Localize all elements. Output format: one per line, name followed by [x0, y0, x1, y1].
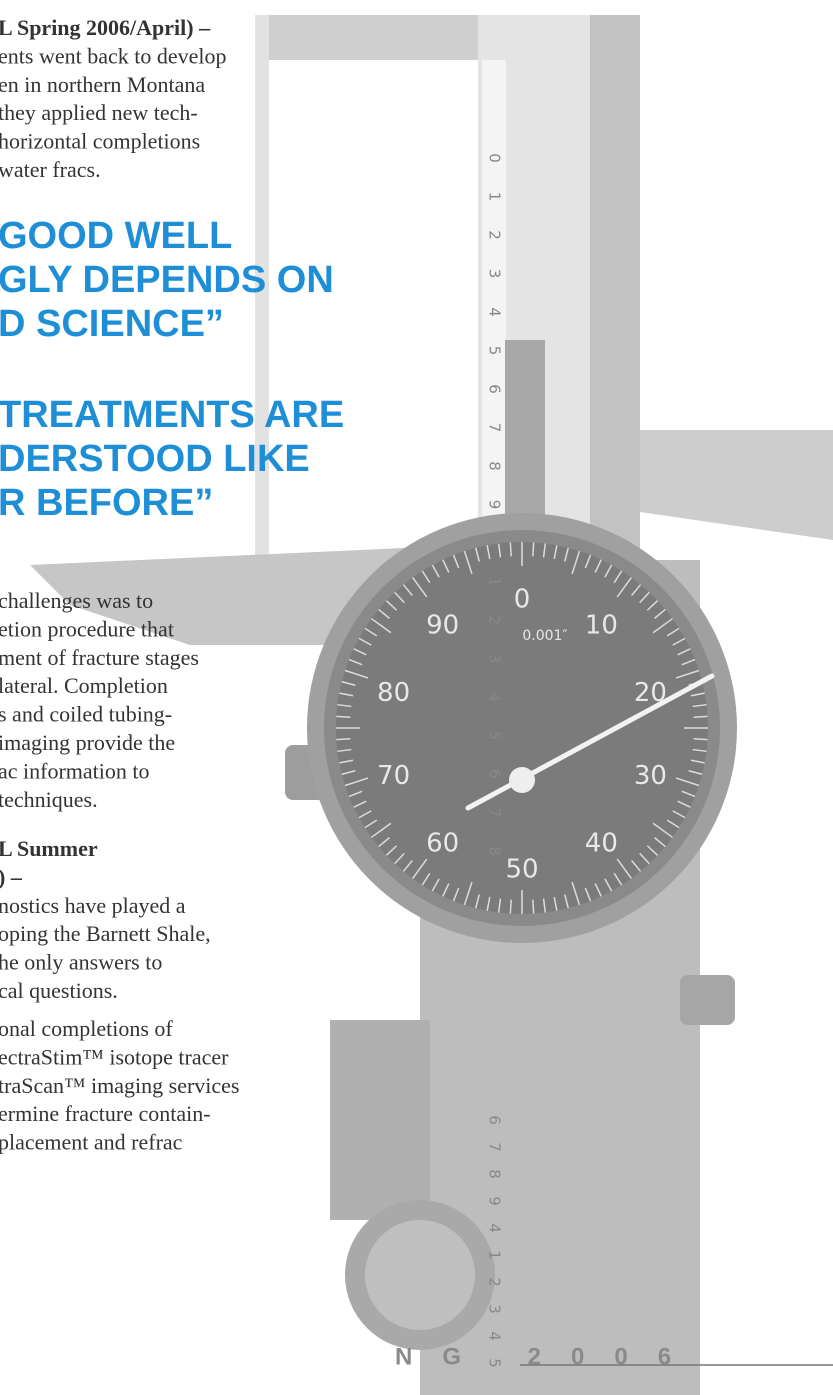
- body-line: imaging provide the: [0, 730, 175, 755]
- pull-quote-line: DERSTOOD LIKE: [0, 438, 310, 480]
- dial-number: 70: [377, 761, 410, 791]
- ruler-digit: 3: [486, 1304, 504, 1314]
- dial-number: 30: [634, 761, 667, 791]
- body-line: he only answers to: [0, 950, 162, 975]
- page: 01020304050607080900.001″012345678911234…: [0, 0, 833, 1395]
- dial-unit: 0.001″: [522, 628, 567, 644]
- dial-number: 50: [505, 855, 538, 885]
- body-line: onal completions of: [0, 1016, 173, 1041]
- pull-quote-line: D SCIENCE”: [0, 303, 224, 345]
- ruler-digit: 8: [486, 846, 504, 856]
- ruler-digit: 1: [486, 192, 504, 202]
- ruler-digit: 5: [486, 346, 504, 356]
- ruler-digit: 2: [486, 230, 504, 240]
- body-line: lateral. Completion: [0, 673, 168, 698]
- body-line: en in northern Montana: [0, 72, 205, 97]
- ruler-digit: 1: [486, 538, 504, 548]
- ruler-digit: 8: [486, 461, 504, 471]
- ruler-digit: 7: [486, 1142, 504, 1152]
- pull-quote-line: GOOD WELL: [0, 215, 232, 257]
- ruler-digit: 1: [486, 1250, 504, 1260]
- ruler-digit: 3: [486, 654, 504, 664]
- dial-number: 10: [585, 610, 618, 640]
- body-line: etion procedure that: [0, 616, 174, 641]
- body-line: ment of fracture stages: [0, 645, 199, 670]
- body-line: they applied new tech-: [0, 100, 198, 125]
- body-line: ermine fracture contain-: [0, 1101, 211, 1126]
- ruler-digit: 4: [486, 307, 504, 317]
- ruler-digit: 2: [486, 1277, 504, 1287]
- lead-line: ) –: [0, 864, 23, 889]
- body-line: ac information to: [0, 758, 150, 783]
- ruler-digit: 1: [486, 577, 504, 587]
- body-line: challenges was to: [0, 588, 153, 613]
- ruler-digit: 6: [486, 769, 504, 779]
- body-line: traScan™ imaging services: [0, 1073, 239, 1098]
- ruler-digit: 0: [486, 153, 504, 163]
- pull-quote-line: GLY DEPENDS ON: [0, 259, 334, 301]
- ruler-digit: 7: [486, 423, 504, 433]
- body-line: techniques.: [0, 787, 98, 812]
- body-line: water fracs.: [0, 157, 101, 182]
- footer-issue: NG 2006: [395, 1343, 701, 1370]
- ruler-digit: 6: [486, 384, 504, 394]
- ruler-digit: 6: [486, 1115, 504, 1125]
- body-line: oping the Barnett Shale,: [0, 921, 211, 946]
- dial-number: 0: [514, 585, 531, 615]
- ruler-digit: 7: [486, 808, 504, 818]
- ruler-digit: 2: [486, 615, 504, 625]
- body-line: s and coiled tubing-: [0, 702, 172, 727]
- dial-number: 40: [585, 829, 618, 859]
- dial-number: 80: [377, 678, 410, 708]
- ruler-digit: 3: [486, 269, 504, 279]
- ruler-digit: 5: [486, 731, 504, 741]
- body-line: cal questions.: [0, 978, 118, 1003]
- body-line: ectraStim™ isotope tracer: [0, 1044, 229, 1069]
- lead-line: L Spring 2006/April) –: [0, 15, 211, 40]
- body-line: placement and refrac: [0, 1130, 183, 1155]
- dial-number: 90: [426, 610, 459, 640]
- dial-number: 60: [426, 829, 459, 859]
- ruler-digit: 4: [486, 1331, 504, 1341]
- ruler-digit: 4: [486, 692, 504, 702]
- ruler-digit: 9: [486, 1196, 504, 1206]
- pull-quote-line: R BEFORE”: [0, 482, 213, 524]
- body-line: nostics have played a: [0, 893, 186, 918]
- ruler-digit: 4: [486, 1223, 504, 1233]
- pull-quote-line: TREATMENTS ARE: [0, 394, 344, 436]
- ruler-digit: 8: [486, 1169, 504, 1179]
- body-line: horizontal completions: [0, 129, 200, 154]
- ruler-digit: 9: [486, 500, 504, 510]
- lead-line: L Summer: [0, 836, 98, 861]
- body-line: ents went back to develop: [0, 43, 227, 68]
- dial-number: 20: [634, 678, 667, 708]
